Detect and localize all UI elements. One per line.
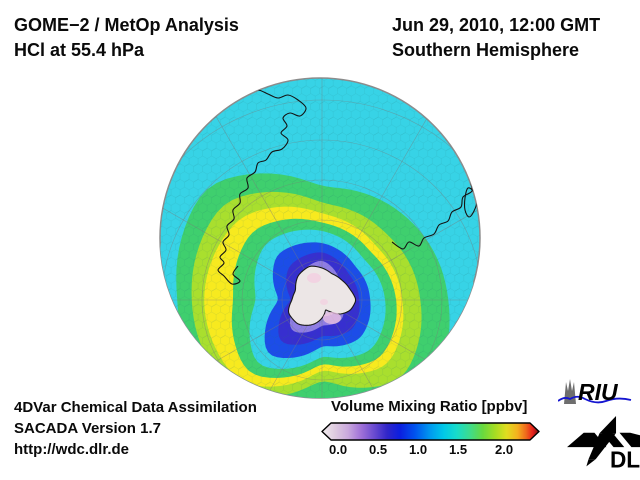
svg-text:RIU: RIU (578, 379, 619, 405)
svg-text:DLR: DLR (610, 447, 640, 470)
